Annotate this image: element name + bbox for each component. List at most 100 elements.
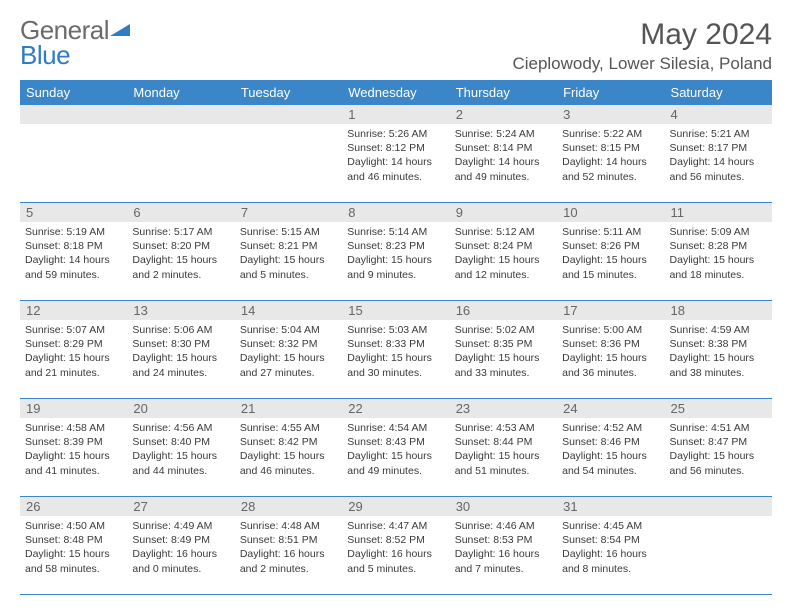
day-number: 17: [557, 301, 664, 320]
day-number: 29: [342, 497, 449, 516]
sunset-line: Sunset: 8:36 PM: [562, 337, 659, 351]
daylight-line: Daylight: 15 hours and 30 minutes.: [347, 351, 444, 379]
day-number: 9: [450, 203, 557, 222]
daylight-line: Daylight: 16 hours and 0 minutes.: [132, 547, 229, 575]
day-cell: Sunrise: 5:22 AMSunset: 8:15 PMDaylight:…: [557, 124, 664, 202]
daylight-line: Daylight: 15 hours and 51 minutes.: [455, 449, 552, 477]
sunset-line: Sunset: 8:38 PM: [670, 337, 767, 351]
daylight-line: Daylight: 15 hours and 41 minutes.: [25, 449, 122, 477]
day-info: Sunrise: 4:50 AMSunset: 8:48 PMDaylight:…: [25, 519, 122, 576]
day-cell: Sunrise: 4:54 AMSunset: 8:43 PMDaylight:…: [342, 418, 449, 496]
day-cell: Sunrise: 5:04 AMSunset: 8:32 PMDaylight:…: [235, 320, 342, 398]
daylight-line: Daylight: 15 hours and 18 minutes.: [670, 253, 767, 281]
daylight-line: Daylight: 15 hours and 54 minutes.: [562, 449, 659, 477]
brand-logo: GeneralBlue: [20, 18, 132, 67]
day-cell: Sunrise: 4:48 AMSunset: 8:51 PMDaylight:…: [235, 516, 342, 594]
day-info: Sunrise: 5:11 AMSunset: 8:26 PMDaylight:…: [562, 225, 659, 282]
sunrise-line: Sunrise: 5:22 AM: [562, 127, 659, 141]
daylight-line: Daylight: 16 hours and 5 minutes.: [347, 547, 444, 575]
sunrise-line: Sunrise: 4:59 AM: [670, 323, 767, 337]
daylight-line: Daylight: 15 hours and 5 minutes.: [240, 253, 337, 281]
location-text: Cieplowody, Lower Silesia, Poland: [512, 54, 772, 74]
day-number-row: 12131415161718: [20, 301, 772, 320]
day-number: 28: [235, 497, 342, 516]
day-number: 10: [557, 203, 664, 222]
daylight-line: Daylight: 15 hours and 44 minutes.: [132, 449, 229, 477]
day-number: 13: [127, 301, 234, 320]
sunset-line: Sunset: 8:40 PM: [132, 435, 229, 449]
daylight-line: Daylight: 16 hours and 2 minutes.: [240, 547, 337, 575]
sunrise-line: Sunrise: 4:48 AM: [240, 519, 337, 533]
sunset-line: Sunset: 8:46 PM: [562, 435, 659, 449]
daylight-line: Daylight: 15 hours and 12 minutes.: [455, 253, 552, 281]
day-info: Sunrise: 5:26 AMSunset: 8:12 PMDaylight:…: [347, 127, 444, 184]
day-number-row: 567891011: [20, 203, 772, 222]
day-cell: Sunrise: 5:09 AMSunset: 8:28 PMDaylight:…: [665, 222, 772, 300]
day-info: Sunrise: 4:47 AMSunset: 8:52 PMDaylight:…: [347, 519, 444, 576]
day-info: Sunrise: 5:00 AMSunset: 8:36 PMDaylight:…: [562, 323, 659, 380]
day-number: 20: [127, 399, 234, 418]
sunset-line: Sunset: 8:52 PM: [347, 533, 444, 547]
day-number-row: 19202122232425: [20, 399, 772, 418]
day-info: Sunrise: 4:51 AMSunset: 8:47 PMDaylight:…: [670, 421, 767, 478]
sunset-line: Sunset: 8:54 PM: [562, 533, 659, 547]
weekday-header: Thursday: [450, 80, 557, 105]
sunset-line: Sunset: 8:17 PM: [670, 141, 767, 155]
sunrise-line: Sunrise: 5:09 AM: [670, 225, 767, 239]
day-number: 31: [557, 497, 664, 516]
day-cell: Sunrise: 4:59 AMSunset: 8:38 PMDaylight:…: [665, 320, 772, 398]
week-row: Sunrise: 5:26 AMSunset: 8:12 PMDaylight:…: [20, 124, 772, 203]
sunset-line: Sunset: 8:28 PM: [670, 239, 767, 253]
day-cell: Sunrise: 5:19 AMSunset: 8:18 PMDaylight:…: [20, 222, 127, 300]
sunset-line: Sunset: 8:47 PM: [670, 435, 767, 449]
sunrise-line: Sunrise: 5:15 AM: [240, 225, 337, 239]
day-info: Sunrise: 4:48 AMSunset: 8:51 PMDaylight:…: [240, 519, 337, 576]
day-cell: Sunrise: 4:46 AMSunset: 8:53 PMDaylight:…: [450, 516, 557, 594]
sunset-line: Sunset: 8:43 PM: [347, 435, 444, 449]
day-number: 6: [127, 203, 234, 222]
day-number-row: ...1234: [20, 105, 772, 124]
week-row: Sunrise: 5:19 AMSunset: 8:18 PMDaylight:…: [20, 222, 772, 301]
day-info: Sunrise: 5:22 AMSunset: 8:15 PMDaylight:…: [562, 127, 659, 184]
sunrise-line: Sunrise: 5:26 AM: [347, 127, 444, 141]
day-cell: Sunrise: 5:26 AMSunset: 8:12 PMDaylight:…: [342, 124, 449, 202]
logo-triangle-icon: [110, 16, 132, 41]
sunset-line: Sunset: 8:26 PM: [562, 239, 659, 253]
day-number: 7: [235, 203, 342, 222]
day-cell: [235, 124, 342, 202]
weekday-header: Wednesday: [342, 80, 449, 105]
day-info: Sunrise: 5:15 AMSunset: 8:21 PMDaylight:…: [240, 225, 337, 282]
sunset-line: Sunset: 8:15 PM: [562, 141, 659, 155]
sunrise-line: Sunrise: 5:19 AM: [25, 225, 122, 239]
daylight-line: Daylight: 15 hours and 21 minutes.: [25, 351, 122, 379]
sunset-line: Sunset: 8:51 PM: [240, 533, 337, 547]
sunset-line: Sunset: 8:32 PM: [240, 337, 337, 351]
day-info: Sunrise: 5:09 AMSunset: 8:28 PMDaylight:…: [670, 225, 767, 282]
daylight-line: Daylight: 15 hours and 27 minutes.: [240, 351, 337, 379]
day-number: 25: [665, 399, 772, 418]
day-info: Sunrise: 5:24 AMSunset: 8:14 PMDaylight:…: [455, 127, 552, 184]
sunrise-line: Sunrise: 5:17 AM: [132, 225, 229, 239]
sunrise-line: Sunrise: 4:47 AM: [347, 519, 444, 533]
day-number: 30: [450, 497, 557, 516]
day-info: Sunrise: 4:56 AMSunset: 8:40 PMDaylight:…: [132, 421, 229, 478]
day-cell: Sunrise: 4:47 AMSunset: 8:52 PMDaylight:…: [342, 516, 449, 594]
day-cell: Sunrise: 5:00 AMSunset: 8:36 PMDaylight:…: [557, 320, 664, 398]
day-info: Sunrise: 4:58 AMSunset: 8:39 PMDaylight:…: [25, 421, 122, 478]
sunrise-line: Sunrise: 5:04 AM: [240, 323, 337, 337]
daylight-line: Daylight: 16 hours and 8 minutes.: [562, 547, 659, 575]
sunrise-line: Sunrise: 5:00 AM: [562, 323, 659, 337]
day-cell: Sunrise: 5:02 AMSunset: 8:35 PMDaylight:…: [450, 320, 557, 398]
daylight-line: Daylight: 14 hours and 49 minutes.: [455, 155, 552, 183]
day-number: 11: [665, 203, 772, 222]
sunrise-line: Sunrise: 5:07 AM: [25, 323, 122, 337]
day-cell: [20, 124, 127, 202]
day-info: Sunrise: 4:45 AMSunset: 8:54 PMDaylight:…: [562, 519, 659, 576]
day-cell: Sunrise: 4:58 AMSunset: 8:39 PMDaylight:…: [20, 418, 127, 496]
weekday-header: Monday: [127, 80, 234, 105]
day-number: 27: [127, 497, 234, 516]
day-cell: Sunrise: 4:53 AMSunset: 8:44 PMDaylight:…: [450, 418, 557, 496]
sunset-line: Sunset: 8:35 PM: [455, 337, 552, 351]
day-info: Sunrise: 4:46 AMSunset: 8:53 PMDaylight:…: [455, 519, 552, 576]
day-cell: Sunrise: 4:50 AMSunset: 8:48 PMDaylight:…: [20, 516, 127, 594]
